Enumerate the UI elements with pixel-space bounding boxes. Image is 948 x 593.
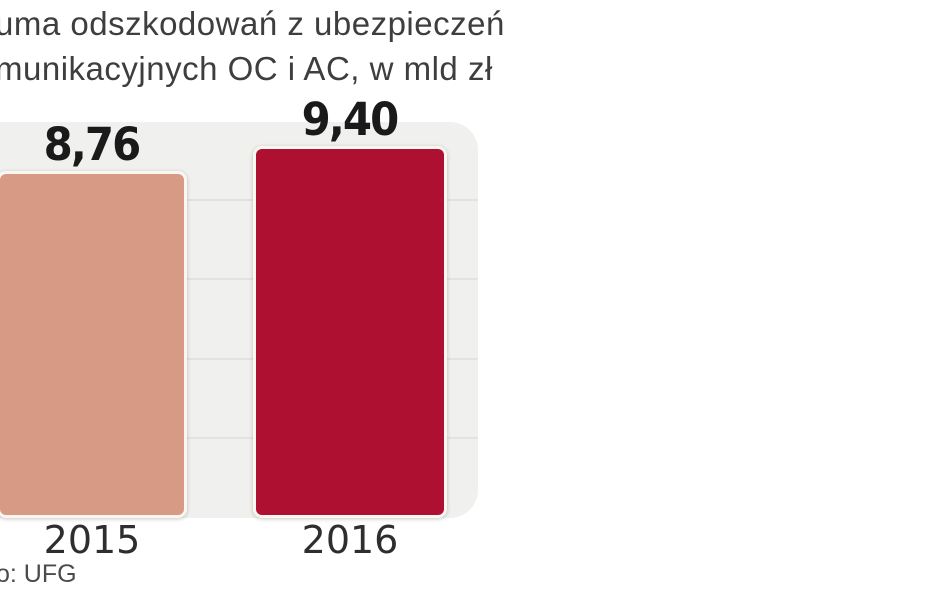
axis-label-2016: 2016 — [301, 518, 399, 562]
gridline — [0, 358, 478, 360]
axis-label-2015: 2015 — [43, 518, 141, 562]
bar-2016 — [253, 146, 447, 518]
gridline — [0, 278, 478, 280]
bar-2015 — [0, 171, 187, 518]
bar-group-2016: 9,40 — [253, 97, 447, 518]
gridline — [0, 437, 478, 439]
gridline — [0, 199, 478, 201]
value-label-2016: 9,40 — [302, 93, 400, 146]
source-caption: o: UFG — [0, 560, 77, 588]
chart-title: uma odszkodowań z ubezpieczeń munikacyjn… — [0, 1, 505, 91]
bar-group-2015: 8,76 — [0, 122, 187, 518]
chart-title-line1: uma odszkodowań z ubezpieczeń — [0, 5, 505, 42]
chart-title-line2: munikacyjnych OC i AC, w mld zł — [0, 50, 493, 87]
value-label-2015: 8,76 — [44, 118, 142, 171]
